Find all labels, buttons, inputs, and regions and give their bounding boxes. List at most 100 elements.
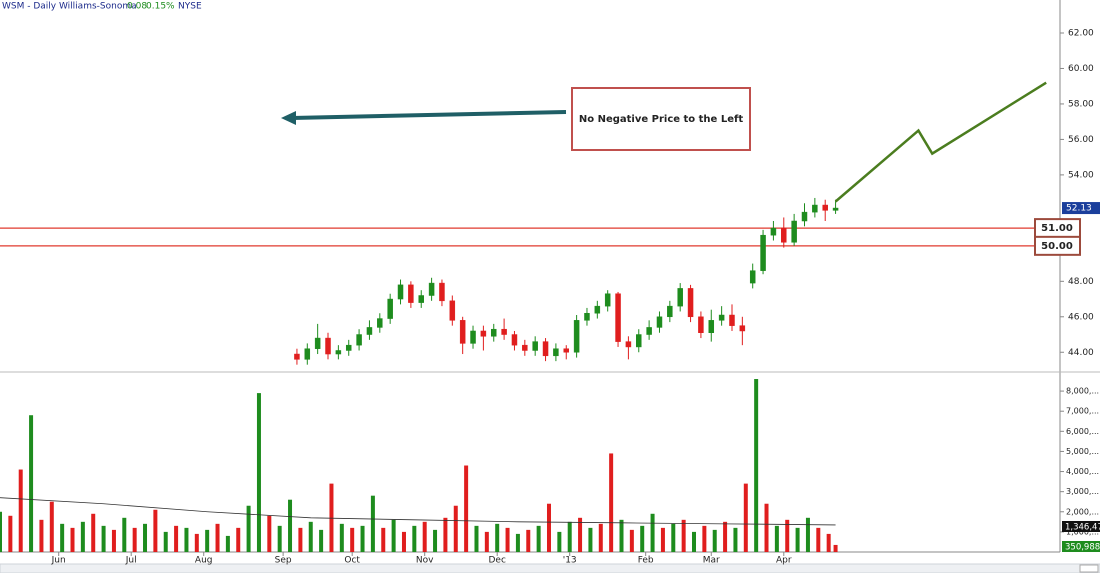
y-tick-label: 5,000,... <box>1066 447 1099 456</box>
volume-bar <box>712 529 717 552</box>
candle-body <box>604 293 611 307</box>
candle-body <box>625 341 632 348</box>
volume-bar <box>453 505 458 552</box>
volume-bar <box>132 527 137 552</box>
candle-body <box>387 298 393 319</box>
last-volume-label: 350,988 <box>1065 543 1100 553</box>
volume-bar <box>609 453 614 552</box>
volume-bar <box>692 531 697 552</box>
candle-body <box>470 330 476 344</box>
candle-body <box>646 327 652 335</box>
volume-bar <box>764 503 769 552</box>
volume-bar <box>101 525 106 552</box>
volume-bar <box>111 529 116 552</box>
volume-bar <box>184 527 189 552</box>
volume-bar <box>153 509 158 552</box>
volume-bar <box>319 529 324 552</box>
volume-bar <box>29 415 34 552</box>
candle-body <box>294 353 300 360</box>
volume-bar <box>60 523 65 552</box>
volume-bar <box>70 527 75 552</box>
candle-body <box>511 334 518 346</box>
candle-body <box>408 284 414 303</box>
candle-body <box>304 348 311 360</box>
volume-bar <box>225 535 230 552</box>
y-tick-label: 54.00 <box>1068 170 1094 180</box>
volume-bar <box>578 517 583 552</box>
candle-body <box>480 330 487 337</box>
y-tick-label: 3,000,... <box>1066 487 1099 496</box>
candle-body <box>428 282 435 296</box>
candle-body <box>335 350 342 355</box>
volume-bar <box>174 525 179 552</box>
volume-bar <box>733 527 738 552</box>
volume-bar <box>588 527 593 552</box>
volume-bar <box>681 519 686 552</box>
x-tick-label: Feb <box>638 556 654 566</box>
volume-bar <box>754 379 759 552</box>
candle-body <box>366 327 373 335</box>
volume-bar <box>391 519 396 552</box>
volume-bar <box>422 521 427 552</box>
volume-bar <box>785 519 790 552</box>
volume-bar <box>194 533 199 552</box>
candle-body <box>553 348 559 357</box>
symbol: WSM - Daily Williams-Sonoma <box>2 2 137 12</box>
volume-bar <box>163 531 168 552</box>
volume-bar <box>826 533 831 552</box>
volume-bar <box>370 495 375 552</box>
scroll-thumb[interactable] <box>1079 564 1099 573</box>
volume-bar <box>723 521 728 552</box>
volume-bar <box>640 525 645 552</box>
y-tick-label: 6,000,... <box>1066 427 1099 436</box>
x-tick-label: Aug <box>195 556 213 566</box>
x-tick-label: Dec <box>488 556 505 566</box>
volume-bar <box>350 527 355 552</box>
candle-body <box>832 207 839 211</box>
volume-bar <box>308 521 313 552</box>
candle-body <box>739 325 746 332</box>
volume-bar <box>277 525 282 552</box>
x-tick-label: Oct <box>344 556 360 566</box>
volume-bar <box>0 511 2 552</box>
volume-bar <box>329 483 334 552</box>
x-tick-label: '13 <box>563 556 577 566</box>
last-price-box <box>1062 202 1100 215</box>
volume-bar <box>205 529 210 552</box>
volume-bar <box>464 465 469 552</box>
y-tick-label: 2,000,... <box>1066 507 1099 516</box>
candle-body <box>325 337 331 355</box>
candle-body <box>615 293 621 342</box>
scrollbar[interactable] <box>0 563 1100 573</box>
candle-body <box>760 234 766 271</box>
candle-body <box>677 288 683 307</box>
candle-body <box>532 341 538 351</box>
volume-bar <box>412 525 417 552</box>
volume-bar <box>515 533 520 552</box>
candle-body <box>314 337 321 349</box>
annotation-box <box>571 87 751 151</box>
volume-bar <box>671 523 676 552</box>
y-tick-label: 46.00 <box>1068 312 1094 322</box>
volume-bar <box>433 529 438 552</box>
candle-body <box>418 295 424 303</box>
candle-body <box>791 220 797 243</box>
y-tick-label: 56.00 <box>1068 135 1094 145</box>
volume-bar <box>401 531 406 552</box>
candle-body <box>749 270 756 284</box>
candle-body <box>345 344 352 351</box>
candle-body <box>573 320 580 353</box>
volume-bar <box>443 517 448 552</box>
volume-bar <box>702 525 707 552</box>
volume-bar <box>49 501 54 552</box>
volume-bar <box>381 527 386 552</box>
exchange: NYSE <box>178 2 202 12</box>
y-tick-label: 62.00 <box>1068 28 1094 38</box>
candle-body <box>356 334 362 346</box>
volume-bar <box>215 523 220 552</box>
level-label: 50.00 <box>1041 241 1073 252</box>
candle-body <box>812 204 818 213</box>
volume-bar <box>629 529 634 552</box>
